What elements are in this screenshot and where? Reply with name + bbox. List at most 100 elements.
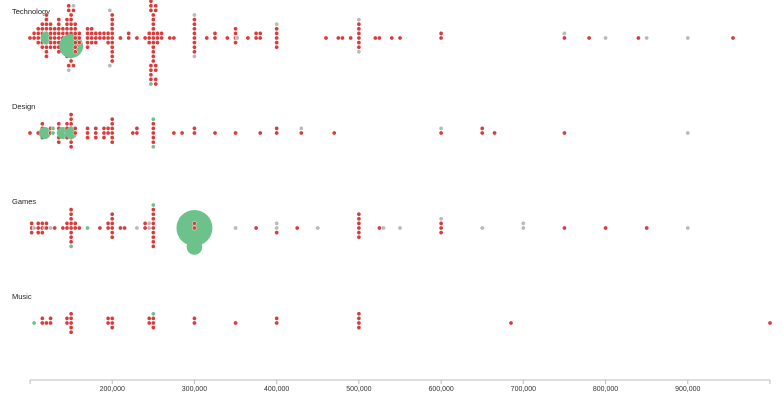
point (159, 31, 164, 36)
point (685, 225, 691, 231)
point (274, 316, 280, 321)
point (150, 31, 156, 36)
point (603, 35, 608, 41)
point (109, 44, 115, 50)
point (234, 35, 240, 41)
point (356, 21, 362, 27)
point (109, 121, 115, 127)
point (356, 316, 362, 321)
point (68, 311, 74, 317)
point (562, 35, 567, 41)
point (50, 130, 56, 136)
point (109, 316, 115, 321)
point (159, 35, 164, 41)
point (130, 130, 136, 136)
point (212, 130, 218, 136)
point (48, 320, 53, 326)
point (109, 234, 115, 240)
point (76, 31, 82, 36)
point (397, 35, 403, 41)
point (150, 12, 156, 18)
point (644, 225, 650, 231)
point (233, 26, 238, 32)
point (64, 17, 70, 22)
point (767, 320, 773, 326)
point (105, 316, 111, 321)
point-large (186, 239, 203, 255)
point (48, 31, 53, 36)
point (192, 126, 197, 131)
point (438, 216, 444, 222)
point (64, 320, 70, 326)
point (105, 130, 111, 136)
point (134, 225, 140, 231)
point (93, 35, 99, 41)
point (31, 320, 37, 326)
point (148, 67, 154, 73)
point (56, 35, 62, 41)
point (85, 225, 90, 231)
point (64, 26, 70, 32)
point (233, 40, 238, 45)
point (60, 31, 66, 36)
point (89, 40, 95, 45)
point (56, 17, 62, 22)
point (274, 126, 280, 131)
point (105, 221, 111, 226)
point (150, 234, 156, 240)
point (142, 221, 148, 226)
point (150, 225, 156, 231)
point (101, 135, 107, 140)
point (146, 40, 152, 45)
point (52, 225, 58, 231)
point (68, 316, 74, 321)
point (109, 21, 115, 27)
point (72, 225, 78, 231)
point (153, 8, 159, 13)
point (150, 121, 156, 127)
point (122, 225, 127, 231)
point (253, 35, 259, 41)
point (109, 49, 115, 55)
point (730, 35, 736, 41)
point (93, 126, 99, 131)
x-tick-label: 300,000 (182, 386, 207, 393)
point (44, 54, 49, 59)
point (150, 325, 156, 330)
point (274, 26, 280, 32)
point (93, 40, 99, 45)
point (438, 35, 444, 41)
point (68, 26, 74, 32)
point (685, 130, 691, 136)
point (192, 316, 197, 321)
point (356, 26, 362, 32)
point (27, 130, 33, 136)
point (356, 35, 362, 41)
point (89, 31, 95, 36)
point (31, 225, 37, 231)
point (48, 35, 53, 41)
point (142, 35, 148, 41)
point (148, 81, 154, 87)
point (150, 320, 156, 326)
point (97, 225, 103, 231)
point (72, 44, 78, 50)
point (298, 126, 304, 131)
point (109, 139, 115, 145)
point (68, 139, 74, 145)
point (150, 21, 156, 27)
point (192, 35, 197, 41)
point (71, 8, 76, 13)
point (155, 40, 160, 45)
point (356, 325, 362, 330)
point (66, 8, 72, 13)
point (233, 225, 238, 231)
point (68, 207, 74, 212)
point (508, 320, 514, 326)
point (356, 225, 362, 231)
point (39, 230, 45, 235)
point (72, 126, 78, 131)
point (340, 35, 345, 41)
point (68, 239, 74, 245)
point (76, 35, 82, 41)
